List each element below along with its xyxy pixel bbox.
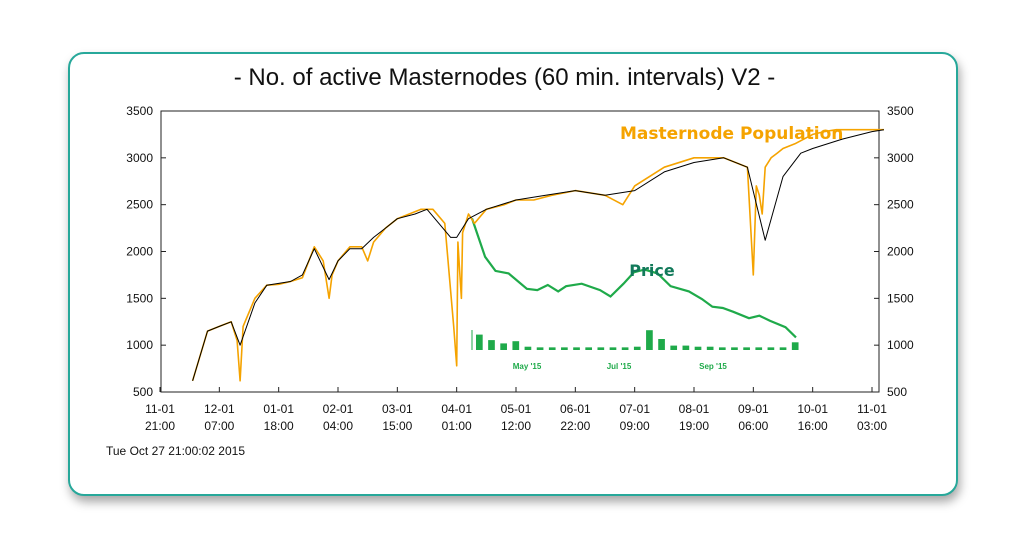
x-tick-label-date: 01-01 <box>263 402 294 416</box>
x-tick-label-date: 11-01 <box>857 402 887 416</box>
timestamp-label: Tue Oct 27 21:00:02 2015 <box>106 444 245 458</box>
chart-card <box>68 52 958 496</box>
price-inset: May '15 Jul '15 Sep '15 Price <box>470 218 799 371</box>
volume-bar <box>743 347 750 350</box>
volume-bar <box>767 347 775 350</box>
x-tick-label-date: 03-01 <box>382 402 413 416</box>
x-tick-label-time: 12:00 <box>501 419 531 433</box>
volume-bar <box>706 346 714 350</box>
y-axis-left: 500 1000 1500 2000 2500 3000 3500 <box>126 104 166 399</box>
y-tick-label: 1500 <box>126 291 153 305</box>
volume-bar <box>633 346 641 350</box>
x-tick-label-time: 19:00 <box>679 419 709 433</box>
y-tick-label-right: 1000 <box>887 338 914 352</box>
x-tick-label-time: 07:00 <box>204 419 234 433</box>
volume-bar <box>621 347 629 350</box>
y-tick-label-right: 1500 <box>887 291 914 305</box>
x-tick-label-time: 22:00 <box>560 419 590 433</box>
y-tick-label: 3500 <box>126 104 153 118</box>
volume-bar <box>694 346 702 350</box>
x-tick-label-time: 03:00 <box>857 419 887 433</box>
series-group <box>191 128 884 382</box>
x-tick-label-date: 12-01 <box>204 402 235 416</box>
x-tick-label-time: 06:00 <box>738 419 768 433</box>
y-tick-label-right: 2000 <box>887 245 914 259</box>
y-axis-right: 500 1000 1500 2000 2500 3000 3500 <box>874 104 914 399</box>
volume-bar <box>585 347 593 350</box>
x-tick-label-time: 09:00 <box>620 419 650 433</box>
x-tick-label-time: 15:00 <box>382 419 412 433</box>
volume-bar <box>561 347 568 350</box>
volume-bar <box>548 347 556 350</box>
volume-bar <box>524 346 532 350</box>
volume-bar <box>609 347 617 350</box>
volume-bar <box>731 347 738 350</box>
volume-bar <box>597 347 605 350</box>
y-tick-label-right: 3500 <box>887 104 914 118</box>
x-tick-label-date: 10-01 <box>797 402 828 416</box>
x-tick-label-date: 04-01 <box>441 402 472 416</box>
x-tick-label-date: 09-01 <box>738 402 769 416</box>
x-axis: 11-01 21:00 12-01 07:00 01-01 18:00 02-01 04:00… <box>145 387 887 433</box>
volume-bar <box>488 340 495 350</box>
volume-bar <box>646 330 653 350</box>
volume-bar <box>682 345 690 350</box>
x-tick-label-date: 08-01 <box>679 402 710 416</box>
y-tick-label-right: 2500 <box>887 198 914 212</box>
y-tick-label: 1000 <box>126 338 153 352</box>
volume-bar <box>658 339 665 350</box>
volume-bar <box>791 342 799 350</box>
volume-bar <box>718 347 726 350</box>
x-tick-label-time: 16:00 <box>798 419 828 433</box>
y-tick-label-right: 3000 <box>887 151 914 165</box>
chart-title: - No. of active Masternodes (60 min. int… <box>233 64 776 91</box>
x-tick-label-date: 05-01 <box>501 402 532 416</box>
x-tick-label-time: 18:00 <box>264 419 294 433</box>
volume-bar <box>500 343 507 350</box>
x-tick-label-time: 01:00 <box>442 419 472 433</box>
volume-bar <box>573 347 580 350</box>
inset-x-label: Jul '15 <box>607 362 632 371</box>
price-label: Price <box>629 261 675 280</box>
series-label-population: Masternode Population <box>620 124 843 144</box>
population-line <box>191 128 884 382</box>
x-tick-label-date: 02-01 <box>323 402 354 416</box>
volume-bar <box>536 347 544 350</box>
x-tick-label-date: 06-01 <box>560 402 591 416</box>
volume-bar <box>779 347 787 350</box>
y-tick-label: 2000 <box>126 245 153 259</box>
volume-bar <box>670 345 678 350</box>
x-tick-label-date: 07-01 <box>619 402 650 416</box>
x-tick-label-time: 21:00 <box>145 419 175 433</box>
price-line <box>470 218 797 339</box>
volume-bar <box>755 347 763 350</box>
inset-x-label: May '15 <box>513 362 542 371</box>
y-tick-label: 2500 <box>126 198 153 212</box>
y-tick-label: 500 <box>133 385 153 399</box>
y-tick-label: 3000 <box>126 151 153 165</box>
volume-bar <box>476 334 483 350</box>
x-tick-label-date: 11-01 <box>145 402 175 416</box>
inset-x-label: Sep '15 <box>699 362 727 371</box>
volume-bar <box>512 341 520 350</box>
trend-line <box>192 129 884 381</box>
x-tick-label-time: 04:00 <box>323 419 353 433</box>
y-tick-label-right: 500 <box>887 385 907 399</box>
